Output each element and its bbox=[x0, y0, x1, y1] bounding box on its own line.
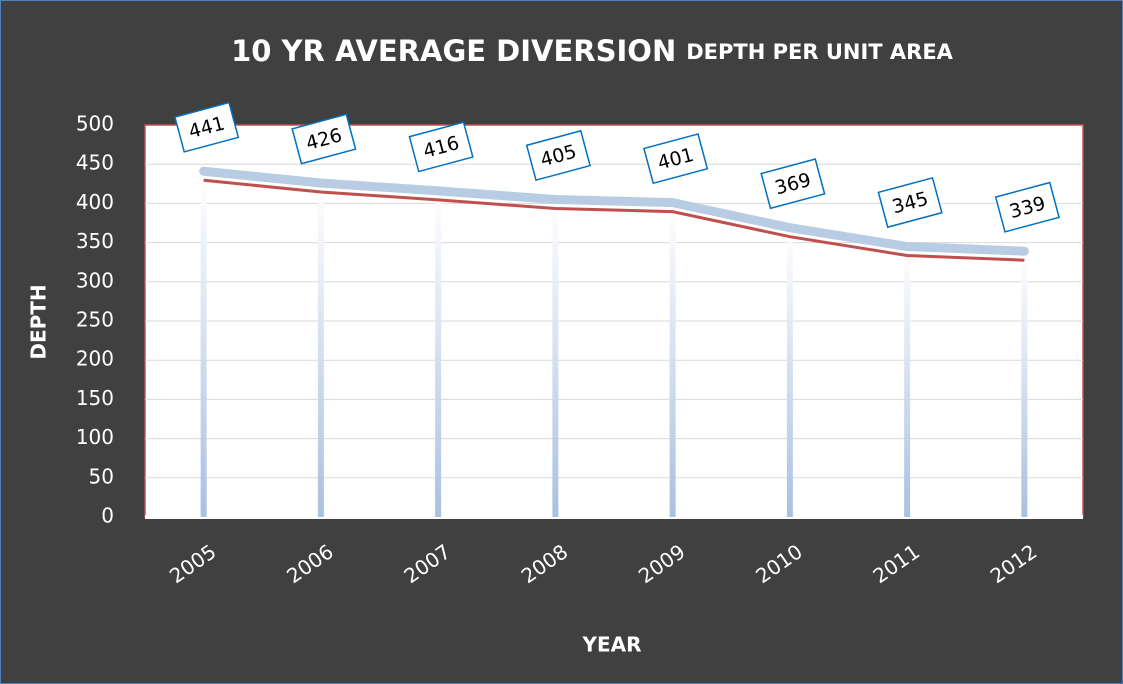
data-label-box bbox=[291, 113, 357, 165]
y-tick-label: 50 bbox=[89, 464, 114, 488]
data-label-box bbox=[643, 133, 709, 185]
data-label: 405 bbox=[525, 129, 591, 182]
data-label-box bbox=[760, 158, 826, 210]
title-sub: DEPTH PER UNIT AREA bbox=[686, 40, 953, 64]
y-tick-label: 250 bbox=[76, 308, 114, 332]
series-line bbox=[199, 166, 1029, 256]
data-label: 426 bbox=[291, 113, 357, 165]
data-label: 441 bbox=[174, 101, 240, 153]
data-label-box bbox=[994, 181, 1060, 233]
data-label-box bbox=[877, 176, 943, 229]
y-tick-label: 300 bbox=[76, 268, 114, 292]
data-label: 416 bbox=[408, 121, 474, 173]
y-axis-title: DEPTH bbox=[27, 284, 51, 359]
x-axis-title: YEAR bbox=[581, 633, 641, 657]
y-tick-label: 350 bbox=[76, 229, 114, 253]
data-label: 339 bbox=[994, 181, 1060, 233]
data-label: 369 bbox=[760, 158, 826, 210]
y-tick-label: 0 bbox=[101, 504, 114, 528]
drop-line bbox=[435, 190, 442, 517]
data-label: 345 bbox=[877, 176, 943, 229]
y-tick-label: 400 bbox=[76, 190, 114, 214]
chart-title: 10 YR AVERAGE DIVERSION DEPTH PER UNIT AR… bbox=[231, 34, 954, 68]
title-main: 10 YR AVERAGE DIVERSION bbox=[231, 34, 676, 68]
drop-line bbox=[1021, 251, 1028, 517]
drop-line bbox=[317, 183, 324, 518]
drop-line bbox=[552, 199, 559, 518]
data-label-box bbox=[408, 121, 474, 173]
drop-line bbox=[904, 246, 911, 517]
data-label-box bbox=[174, 101, 240, 153]
drop-line bbox=[200, 171, 207, 518]
y-tick-label: 450 bbox=[76, 151, 114, 175]
y-tick-label: 500 bbox=[76, 112, 114, 136]
y-tick-label: 200 bbox=[76, 347, 114, 371]
y-tick-label: 150 bbox=[76, 386, 114, 410]
drop-line bbox=[669, 202, 676, 517]
data-label-box bbox=[525, 129, 591, 182]
drop-line bbox=[786, 227, 793, 518]
series-shadow bbox=[203, 178, 1025, 262]
data-label: 401 bbox=[643, 133, 709, 185]
y-tick-label: 100 bbox=[76, 425, 114, 449]
